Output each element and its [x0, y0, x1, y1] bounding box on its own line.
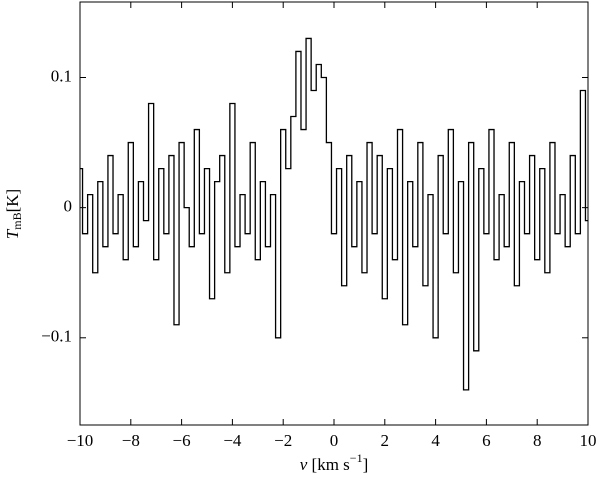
plot-frame [79, 1, 589, 426]
x-tick-label: −6 [173, 431, 191, 450]
x-tick-label: 2 [381, 431, 390, 450]
y-label-unit: [K] [3, 189, 22, 213]
x-tick-label: 8 [533, 431, 542, 450]
y-label-symbol: T [3, 228, 22, 239]
x-label-symbol: v [300, 455, 308, 474]
x-tick-label: 6 [482, 431, 491, 450]
x-label-unit: [km s [312, 455, 350, 474]
y-tick-label: 0 [64, 197, 73, 216]
x-label-close: ] [363, 455, 369, 474]
x-tick-label: 4 [431, 431, 440, 450]
x-tick-label: −2 [274, 431, 292, 450]
x-axis-label: v [km s−1] [300, 451, 369, 474]
x-tick-label: 10 [580, 431, 597, 450]
y-label-subscript: mB [10, 212, 24, 229]
x-label-superscript: −1 [350, 451, 363, 465]
x-tick-label: −4 [223, 431, 242, 450]
spectrum-line [80, 37, 588, 391]
x-tick-label: −8 [122, 431, 140, 450]
y-axis-label: TmB[K] [3, 189, 24, 239]
x-tick-label: 0 [330, 431, 339, 450]
y-tick-label: 0.1 [51, 66, 72, 85]
y-tick-label: −0.1 [41, 327, 72, 346]
x-tick-label: −10 [67, 431, 94, 450]
